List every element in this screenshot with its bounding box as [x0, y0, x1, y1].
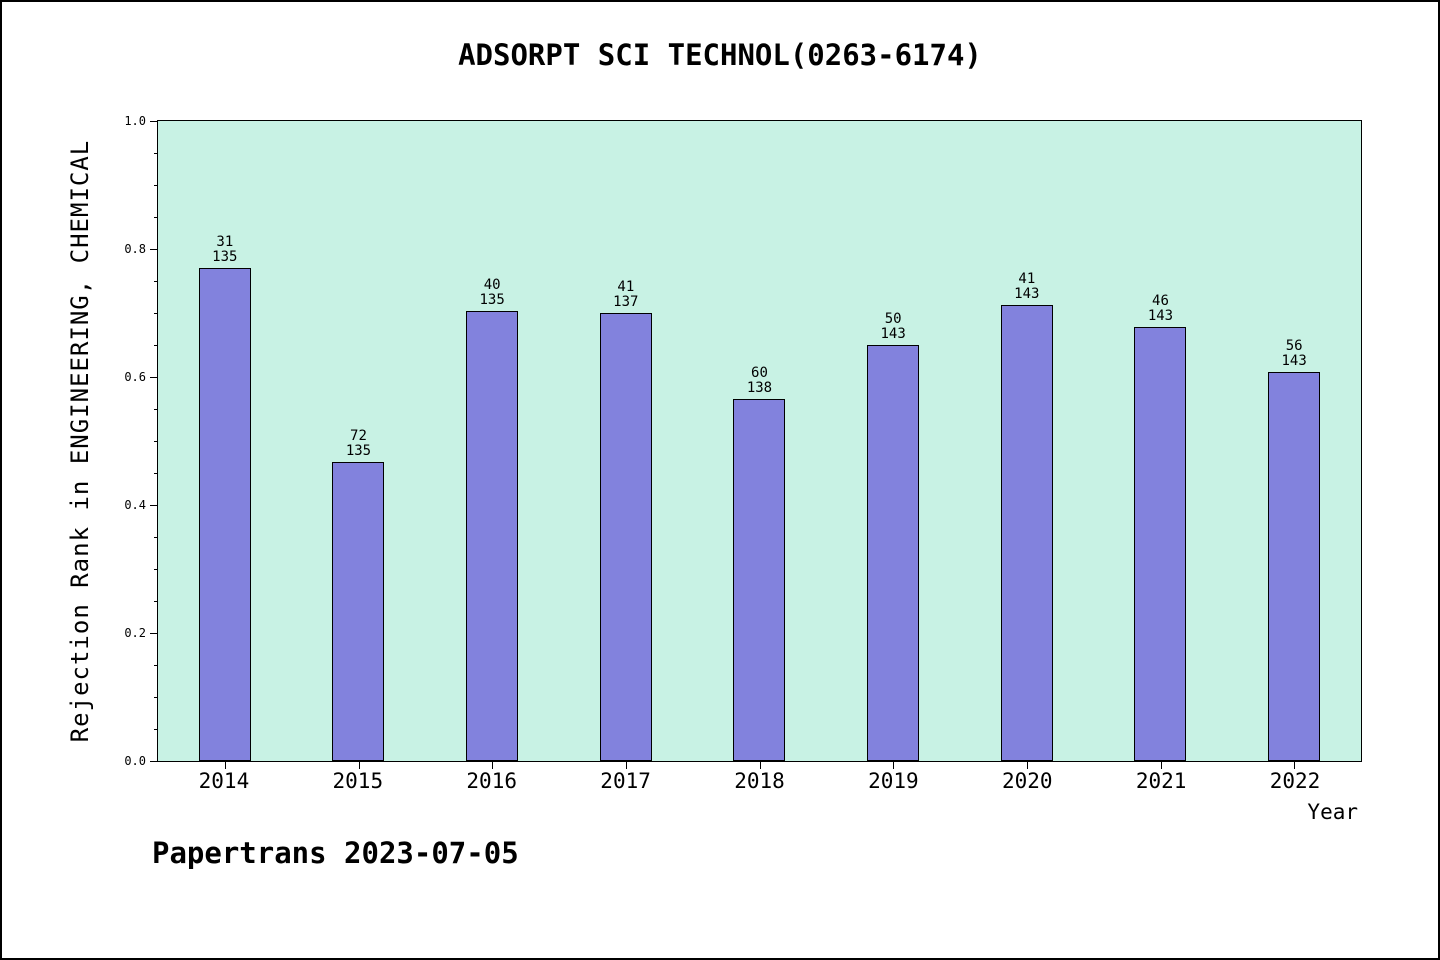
x-tick-label-2017: 2017 [600, 769, 651, 793]
bar-slot-2018: 60 138 [693, 121, 827, 761]
x-tick-mark [893, 761, 895, 769]
y-tick-mark [150, 761, 158, 762]
x-tick-label-2019: 2019 [868, 769, 919, 793]
bar-value-label-2022: 56 143 [1281, 337, 1307, 369]
x-tick-mark [224, 761, 226, 769]
bar-value-label-2016: 40 135 [479, 276, 505, 308]
bar-slot-2019: 50 143 [826, 121, 960, 761]
bar-value-label-2019: 50 143 [880, 310, 906, 342]
bar-2014 [198, 267, 251, 761]
x-tick-mark [1160, 761, 1162, 769]
y-minor-tick-mark [154, 217, 158, 218]
y-minor-tick-mark [154, 441, 158, 442]
bar-2021 [1134, 326, 1187, 761]
y-minor-tick-mark [154, 697, 158, 698]
x-tick-label-2021: 2021 [1135, 769, 1187, 793]
plot-area: 31 135 72 135 40 135 41 137 60 138 50 143 41 143 46 143… [124, 115, 1362, 769]
y-minor-tick-mark [154, 729, 158, 730]
x-tick-label-2015: 2015 [332, 769, 384, 793]
bar-2018 [733, 399, 786, 761]
bar-slot-2022: 56 143 [1227, 121, 1361, 761]
bar-value-label-2018: 60 138 [746, 365, 773, 397]
chart-title: ADSORPT SCI TECHNOL(0263-6174) [458, 38, 982, 72]
x-tick-label-2016: 2016 [466, 769, 517, 793]
y-minor-tick-mark [154, 281, 158, 282]
bar-2022 [1268, 371, 1321, 761]
y-minor-tick-mark [154, 409, 158, 410]
x-tick-mark [1294, 761, 1296, 769]
bar-2020 [1000, 304, 1053, 761]
y-tick-mark [150, 377, 158, 378]
y-minor-tick-mark [154, 153, 158, 154]
bar-2016 [466, 310, 519, 761]
y-minor-tick-mark [154, 345, 158, 346]
y-tick-mark [150, 249, 158, 250]
bar-value-label-2020: 41 143 [1014, 270, 1040, 302]
y-tick-label-0.8: 0.8 [124, 242, 146, 256]
y-tick-label-0.0: 0.0 [124, 754, 146, 768]
bar-2017 [599, 312, 652, 761]
bar-slot-2014: 31 135 [158, 121, 292, 761]
y-tick-mark [150, 505, 158, 506]
bar-2015 [332, 462, 385, 761]
bar-slot-2015: 72 135 [292, 121, 426, 761]
x-tick-mark [492, 761, 494, 769]
bar-2019 [867, 344, 920, 761]
bar-slot-2016: 40 135 [425, 121, 559, 761]
y-tick-label-0.2: 0.2 [124, 626, 146, 640]
y-minor-tick-mark [154, 665, 158, 666]
y-tick-mark [150, 121, 158, 122]
y-axis-label: Rejection Rank in ENGINEERING, CHEMICAL [66, 139, 94, 743]
y-tick-label-0.6: 0.6 [124, 370, 146, 384]
y-minor-tick-mark [154, 473, 158, 474]
y-minor-tick-mark [154, 313, 158, 314]
x-tick-labels-row: 2014 2015 2016 2017 2018 2019 2020 2021 2022 [157, 768, 1362, 796]
y-tick-label-1.0: 1.0 [124, 114, 146, 128]
bar-value-label-2014: 31 135 [212, 233, 238, 265]
y-minor-tick-mark [154, 601, 158, 602]
y-minor-tick-mark [154, 569, 158, 570]
y-tick-mark [150, 633, 158, 634]
y-tick-label-0.4: 0.4 [124, 498, 146, 512]
bar-slot-2020: 41 143 [960, 121, 1094, 761]
bar-slot-2021: 46 143 [1094, 121, 1228, 761]
x-tick-mark [358, 761, 360, 769]
x-tick-label-2018: 2018 [734, 769, 785, 793]
x-tick-mark [1026, 761, 1028, 769]
x-tick-label-2014: 2014 [198, 769, 250, 793]
x-tick-mark [625, 761, 627, 769]
footer-watermark: Papertrans 2023-07-05 [152, 836, 519, 870]
bar-value-label-2015: 72 135 [345, 428, 372, 460]
y-minor-tick-mark [154, 185, 158, 186]
bar-value-label-2017: 41 137 [613, 278, 639, 310]
x-axis-label: Year [1307, 800, 1358, 824]
y-minor-tick-mark [154, 537, 158, 538]
bar-value-label-2021: 46 143 [1147, 292, 1174, 324]
x-tick-label-2022: 2022 [1269, 769, 1321, 793]
x-tick-label-2020: 2020 [1001, 769, 1053, 793]
x-tick-mark [759, 761, 761, 769]
bar-slot-2017: 41 137 [559, 121, 693, 761]
